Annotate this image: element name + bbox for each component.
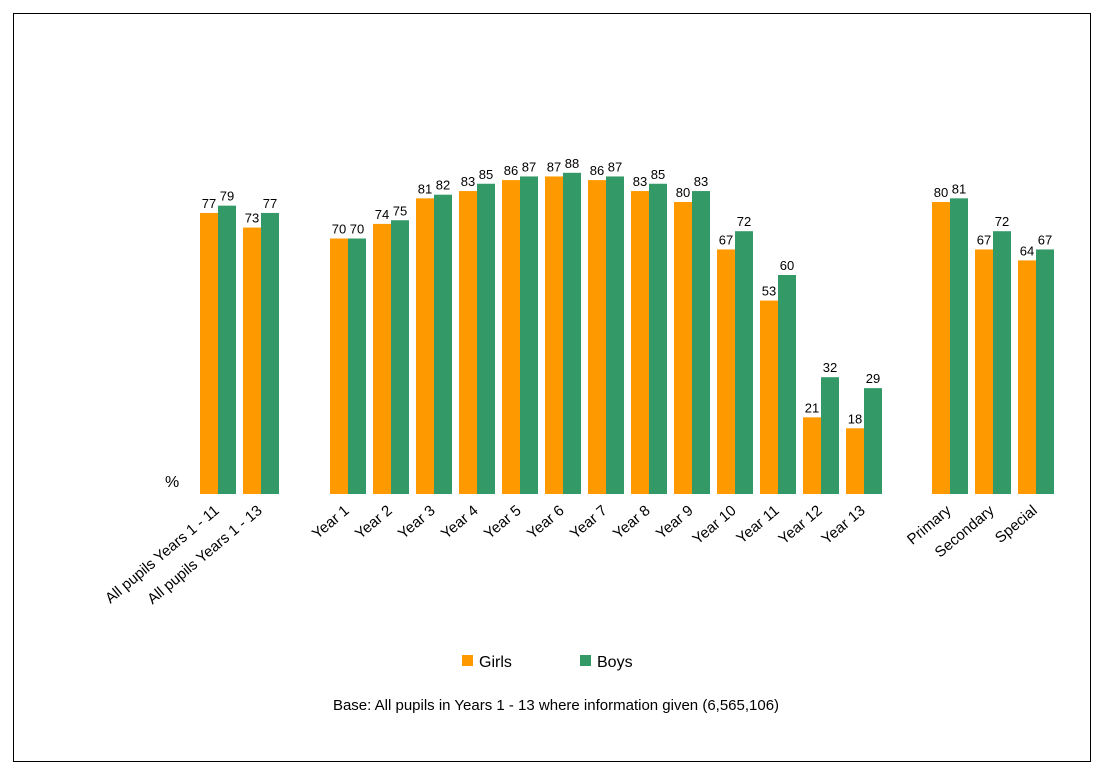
bar-girls-year-7: [588, 180, 606, 494]
chart-frame: [13, 13, 1091, 762]
data-label-boys-year-10: 72: [737, 214, 751, 229]
legend-swatch-girls: [462, 655, 473, 666]
bar-boys-year-12: [821, 377, 839, 494]
y-axis-unit-label: %: [165, 474, 179, 491]
bar-boys-year-9: [692, 191, 710, 495]
bar-girls-secondary: [975, 249, 993, 494]
data-label-boys-year-2: 75: [393, 203, 407, 218]
bar-girls-year-2: [373, 223, 391, 494]
data-label-girls-year-9: 80: [676, 185, 690, 200]
data-label-boys-all-pupils-years-1-13: 77: [263, 196, 277, 211]
tick-label-year-10: Year 10: [689, 502, 739, 548]
tick-label-year-2: Year 2: [352, 502, 396, 543]
bar-boys-year-5: [520, 176, 538, 494]
bar-girls-year-1: [330, 238, 348, 494]
data-label-girls-year-8: 83: [633, 174, 647, 189]
data-label-boys-year-13: 29: [866, 371, 880, 386]
bar-girls-year-10: [717, 249, 735, 494]
legend-label-girls: Girls: [479, 654, 512, 671]
tick-label-year-3: Year 3: [395, 502, 439, 543]
data-label-girls-year-5: 86: [504, 163, 518, 178]
data-label-boys-year-12: 32: [823, 360, 837, 375]
bar-girls-year-4: [459, 191, 477, 495]
bar-boys-year-4: [477, 183, 495, 494]
data-label-boys-year-9: 83: [694, 174, 708, 189]
tick-label-year-4: Year 4: [438, 502, 482, 543]
data-label-girls-year-7: 86: [590, 163, 604, 178]
bar-girls-year-8: [631, 191, 649, 495]
data-label-girls-all-pupils-years-1-11: 77: [202, 196, 216, 211]
data-label-girls-year-10: 67: [719, 232, 733, 247]
tick-label-year-5: Year 5: [481, 502, 525, 543]
base-note: Base: All pupils in Years 1 - 13 where i…: [333, 697, 779, 714]
tick-label-year-1: Year 1: [309, 502, 353, 543]
bar-boys-year-10: [735, 231, 753, 494]
tick-label-year-11: Year 11: [733, 502, 782, 547]
bar-boys-year-2: [391, 220, 409, 494]
data-label-girls-year-3: 81: [418, 181, 432, 196]
bar-boys-year-3: [434, 194, 452, 494]
tick-label-year-8: Year 8: [610, 502, 654, 543]
data-label-girls-special: 64: [1020, 243, 1034, 258]
bar-boys-year-7: [606, 176, 624, 494]
bars-layer: [200, 172, 1054, 495]
data-label-girls-primary: 80: [934, 185, 948, 200]
bar-girls-special: [1018, 260, 1036, 494]
bar-girls-year-13: [846, 428, 864, 494]
data-label-boys-year-8: 85: [651, 167, 665, 182]
tick-label-year-12: Year 12: [775, 502, 825, 548]
data-label-girls-year-6: 87: [547, 159, 561, 174]
bar-girls-all-pupils-years-1-11: [200, 212, 218, 494]
bar-boys-year-8: [649, 183, 667, 494]
bar-boys-year-6: [563, 172, 581, 495]
bar-girls-year-9: [674, 202, 692, 494]
bar-girls-year-5: [502, 180, 520, 494]
tick-label-year-7: Year 7: [567, 502, 611, 543]
bar-boys-primary: [950, 198, 968, 494]
data-label-boys-year-7: 87: [608, 159, 622, 174]
data-label-boys-year-11: 60: [780, 258, 794, 273]
tick-label-year-6: Year 6: [524, 502, 568, 543]
bar-boys-year-1: [348, 238, 366, 494]
bar-boys-all-pupils-years-1-11: [218, 205, 236, 494]
data-label-boys-year-3: 82: [436, 178, 450, 193]
data-label-boys-year-1: 70: [350, 222, 364, 237]
data-label-girls-year-1: 70: [332, 222, 346, 237]
bar-boys-secondary: [993, 231, 1011, 494]
data-label-girls-year-2: 74: [375, 207, 389, 222]
data-label-boys-primary: 81: [952, 181, 966, 196]
bar-value-labels: 77 79 73 77 70 70 74 75 81 82 83 85 86 87 87 88 86 87 83 85…: [202, 156, 1052, 426]
data-label-girls-year-11: 53: [762, 284, 776, 299]
bar-girls-all-pupils-years-1-13: [243, 227, 261, 495]
legend-swatch-boys: [580, 655, 591, 666]
bar-boys-year-11: [778, 275, 796, 494]
bar-girls-year-3: [416, 198, 434, 494]
data-label-boys-secondary: 72: [995, 214, 1009, 229]
data-label-girls-year-12: 21: [805, 400, 819, 415]
data-label-boys-special: 67: [1038, 232, 1052, 247]
data-label-girls-all-pupils-years-1-13: 73: [245, 211, 259, 226]
legend: Girls Boys: [462, 654, 633, 671]
data-label-girls-year-4: 83: [461, 174, 475, 189]
bar-girls-primary: [932, 202, 950, 494]
tick-label-year-13: Year 13: [818, 502, 868, 548]
data-label-boys-year-5: 87: [522, 159, 536, 174]
data-label-girls-year-13: 18: [848, 411, 862, 426]
bar-boys-special: [1036, 249, 1054, 494]
tick-label-special: Special: [992, 502, 1041, 547]
data-label-girls-secondary: 67: [977, 232, 991, 247]
bar-girls-year-12: [803, 417, 821, 494]
bar-boys-all-pupils-years-1-13: [261, 212, 279, 494]
bar-boys-year-13: [864, 388, 882, 494]
data-label-boys-year-6: 88: [565, 156, 579, 171]
bar-girls-year-6: [545, 176, 563, 494]
bar-girls-year-11: [760, 300, 778, 494]
legend-label-boys: Boys: [597, 654, 633, 671]
data-label-boys-year-4: 85: [479, 167, 493, 182]
data-label-boys-all-pupils-years-1-11: 79: [220, 189, 234, 204]
